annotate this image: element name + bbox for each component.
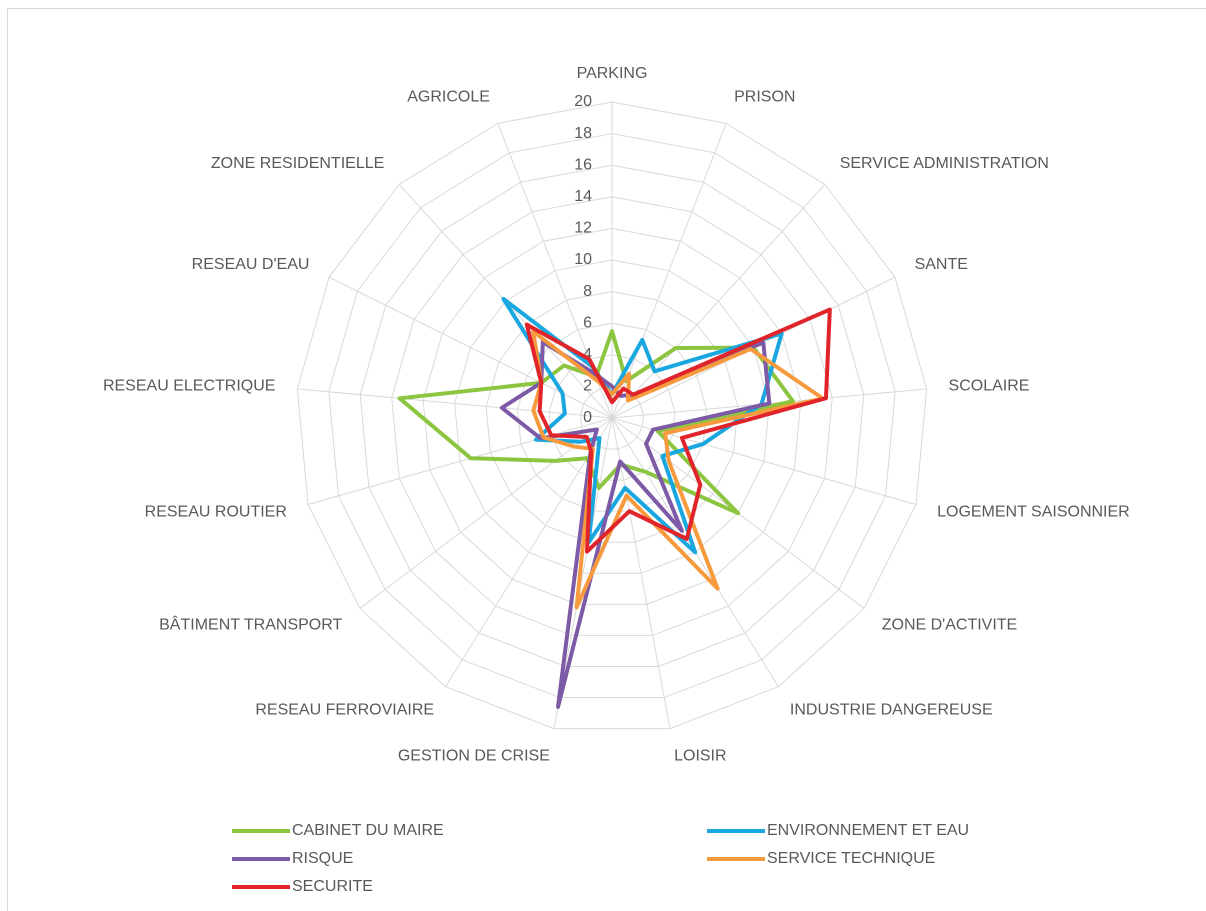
grid-ring — [454, 259, 770, 574]
category-label: PARKING — [577, 65, 648, 82]
grid-ring — [422, 227, 802, 605]
category-label: LOISIR — [674, 747, 726, 764]
r-tick-label: 16 — [574, 156, 592, 173]
spoke — [611, 123, 727, 419]
category-label: ZONE D'ACTIVITE — [882, 617, 1018, 634]
r-tick-label: 12 — [574, 220, 592, 237]
r-tick-label: 18 — [574, 125, 592, 142]
legend-label: ENVIRONNEMENT ET EAU — [767, 822, 969, 839]
spoke — [307, 417, 613, 505]
spoke — [328, 276, 613, 419]
grid-ring — [580, 385, 644, 450]
grid-ring — [391, 196, 833, 636]
category-label: ZONE RESIDENTIELLE — [211, 155, 384, 172]
r-tick-label: 0 — [583, 409, 592, 426]
spoke — [611, 184, 826, 419]
category-label: GESTION DE CRISE — [398, 747, 550, 764]
category-label: PRISON — [734, 88, 795, 105]
spoke — [611, 417, 917, 505]
category-label: AGRICOLE — [407, 88, 490, 105]
r-tick-label: 20 — [574, 93, 592, 110]
series-line — [524, 307, 832, 554]
r-tick-label: 10 — [574, 251, 592, 268]
grid-ring — [328, 133, 896, 699]
category-label: RESEAU FERROVIAIRE — [255, 702, 434, 719]
category-label: RESEAU D'EAU — [192, 256, 310, 273]
category-label: BÂTIMENT TRANSPORT — [159, 615, 342, 634]
category-label: LOGEMENT SAISONNIER — [937, 503, 1130, 520]
category-label: RESEAU ELECTRIQUE — [103, 377, 275, 394]
spoke — [611, 417, 671, 729]
category-label: RESEAU ROUTIER — [145, 503, 287, 520]
legend-label: SECURITE — [292, 878, 373, 895]
chart-frame — [7, 8, 1206, 911]
category-label: SCOLAIRE — [949, 377, 1030, 394]
legend-label: RISQUE — [292, 850, 353, 867]
category-label: SERVICE ADMINISTRATION — [840, 155, 1049, 172]
r-tick-label: 6 — [583, 314, 592, 331]
spoke — [297, 388, 613, 419]
category-label: INDUSTRIE DANGEREUSE — [790, 702, 993, 719]
grid-ring — [359, 164, 865, 667]
grid-ring — [296, 101, 928, 730]
spoke — [445, 417, 613, 687]
legend-label: CABINET DU MAIRE — [292, 822, 444, 839]
r-tick-label: 8 — [583, 283, 592, 300]
r-tick-label: 14 — [574, 188, 592, 205]
r-tick-label: 2 — [583, 378, 592, 395]
r-tick-label: 4 — [583, 346, 592, 363]
category-label: SANTE — [915, 256, 968, 273]
legend-label: SERVICE TECHNIQUE — [767, 850, 935, 867]
spoke — [359, 417, 613, 609]
